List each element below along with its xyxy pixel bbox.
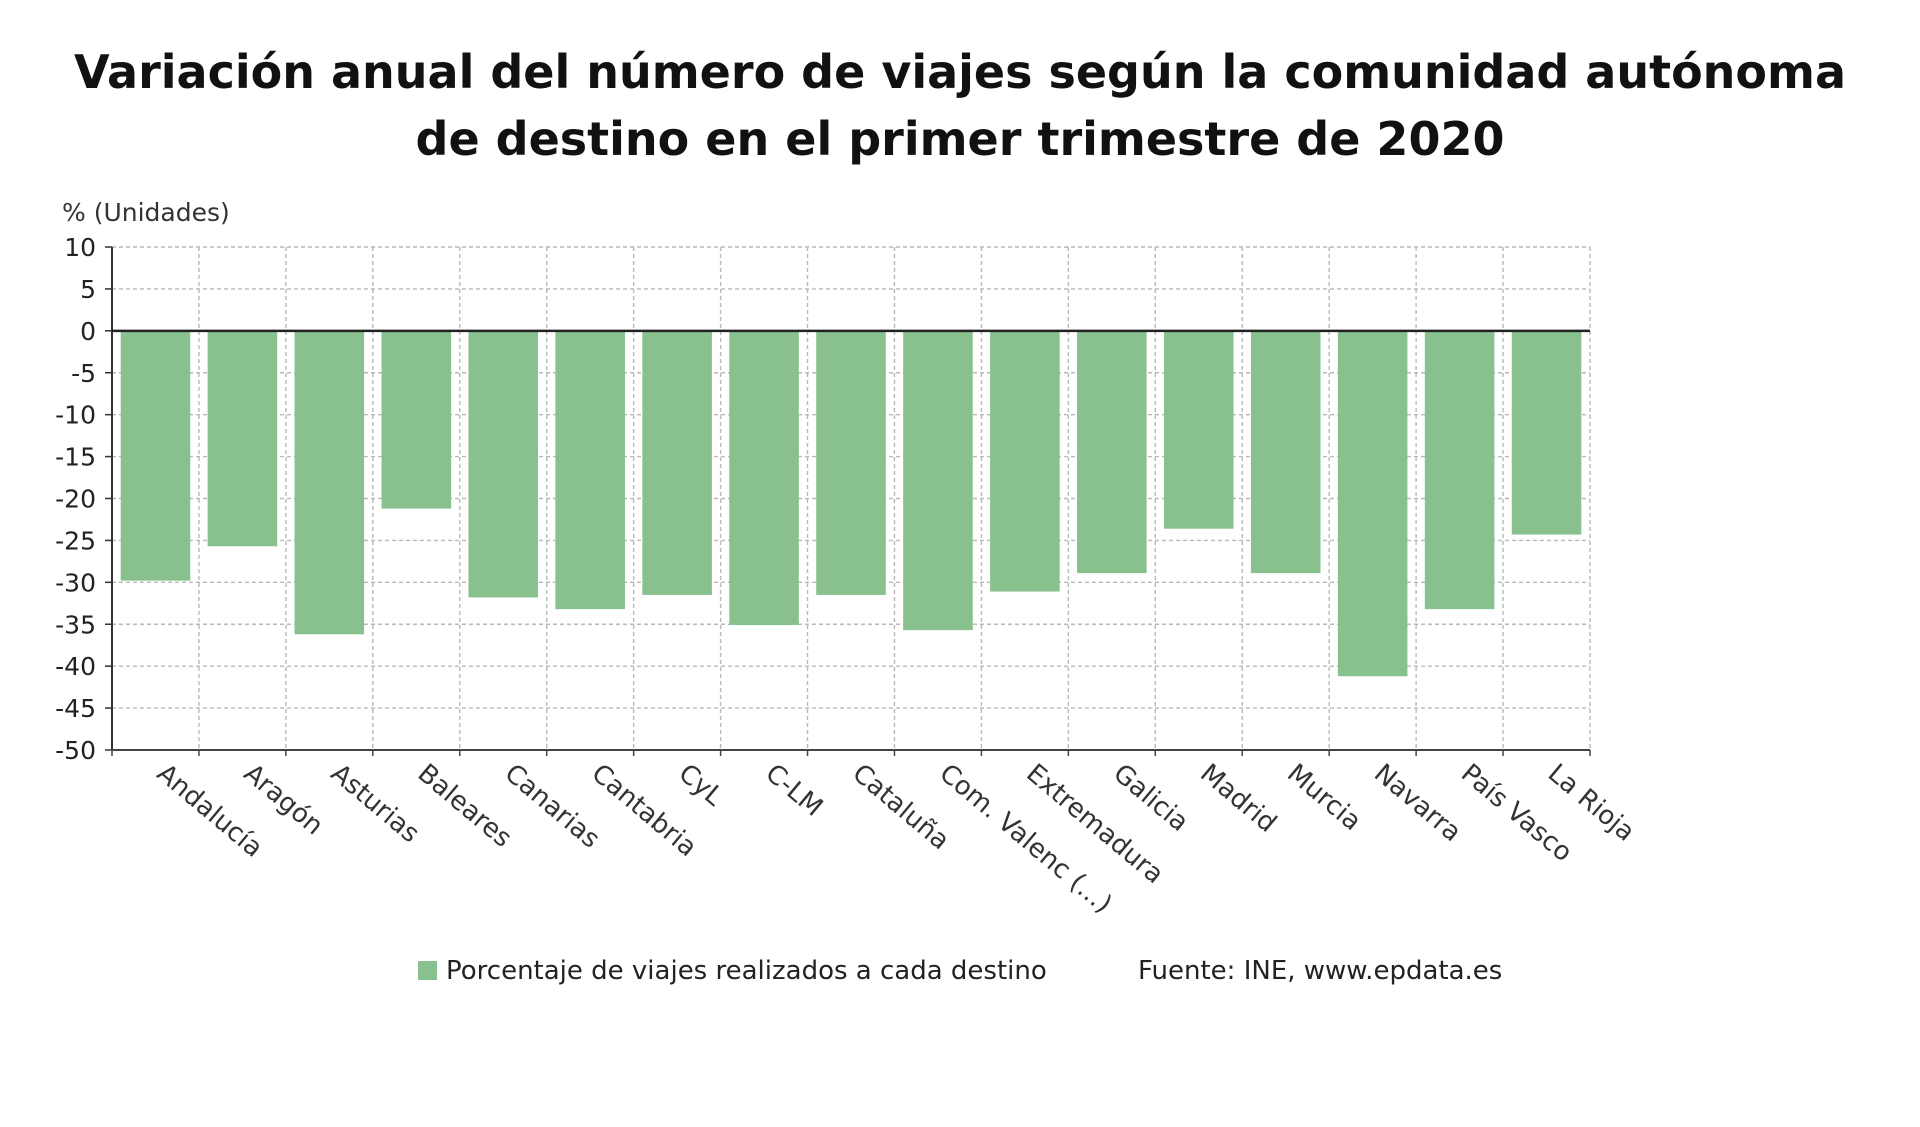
y-axis-label: % (Unidades) [62, 198, 230, 227]
axes [105, 246, 1591, 756]
bar-galicia [1077, 330, 1147, 574]
bar-com-valenc [903, 330, 973, 631]
bar-extremadura [990, 330, 1060, 592]
bar-navarra [1337, 330, 1408, 677]
bar-madrid [1163, 330, 1234, 529]
y-tick-label: 0 [80, 317, 96, 346]
bar-andalucía [120, 330, 191, 581]
legend-swatch [418, 961, 437, 980]
y-tick-label: -25 [55, 526, 96, 555]
bar-cantabria [555, 330, 625, 610]
y-tick-label: -45 [55, 694, 96, 723]
y-tick-label: -20 [55, 485, 96, 514]
bar-c-lm [729, 330, 799, 626]
bar-cataluña [816, 330, 886, 595]
chart-title-line-2: de destino en el primer trimestre de 202… [416, 112, 1505, 166]
y-tick-label: 10 [64, 233, 96, 262]
y-tick-label: -5 [71, 359, 96, 388]
y-tick-label: -10 [55, 401, 96, 430]
y-tick-label: -15 [55, 443, 96, 472]
source-note: Fuente: INE, www.epdata.es [1138, 956, 1502, 986]
bar-baleares [381, 330, 452, 509]
y-tick-label: -30 [55, 568, 96, 597]
bar-aragón [207, 330, 278, 547]
bar-asturias [294, 330, 365, 635]
legend-label: Porcentaje de viajes realizados a cada d… [446, 956, 1047, 986]
y-tick-labels: 10 5 0 -5 -10 -15 -20 -25 -30 -35 -40 -45 -50 [55, 233, 96, 765]
y-tick-label: -40 [55, 652, 96, 681]
legend: Porcentaje de viajes realizados a cada d… [418, 956, 1047, 986]
bar-cyl [642, 330, 712, 595]
y-tick-label: 5 [80, 275, 96, 304]
y-tick-label: -50 [55, 736, 96, 765]
y-tick-label: -35 [55, 610, 96, 639]
bar-país-vasco [1424, 330, 1495, 610]
bar-canarias [468, 330, 539, 598]
bars [120, 330, 1582, 677]
chart-title-line-1: Variación anual del número de viajes seg… [74, 45, 1846, 99]
bar-la-rioja [1511, 330, 1582, 535]
bar-murcia [1250, 330, 1321, 574]
